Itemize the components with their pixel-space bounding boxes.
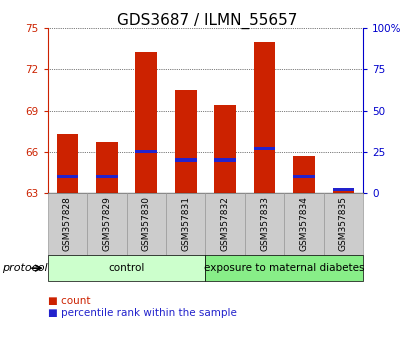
- Text: GSM357830: GSM357830: [142, 196, 151, 251]
- Bar: [254, 42, 276, 193]
- Text: protocol: protocol: [2, 263, 48, 273]
- Bar: [135, 150, 157, 153]
- Text: ■ percentile rank within the sample: ■ percentile rank within the sample: [48, 308, 237, 318]
- Bar: [332, 189, 354, 193]
- Text: GSM357833: GSM357833: [260, 196, 269, 251]
- Text: GSM357835: GSM357835: [339, 196, 348, 251]
- Bar: [96, 142, 118, 193]
- Bar: [175, 90, 197, 193]
- Bar: [56, 175, 78, 178]
- Bar: [175, 159, 197, 161]
- Text: GDS3687 / ILMN_55657: GDS3687 / ILMN_55657: [117, 12, 298, 29]
- Text: control: control: [108, 263, 145, 273]
- Text: GSM357834: GSM357834: [300, 196, 308, 251]
- Bar: [56, 134, 78, 193]
- Bar: [214, 159, 236, 161]
- Text: GSM357832: GSM357832: [221, 196, 229, 251]
- Bar: [96, 175, 118, 178]
- Bar: [293, 175, 315, 178]
- Bar: [254, 147, 276, 150]
- Text: GSM357831: GSM357831: [181, 196, 190, 251]
- Bar: [332, 188, 354, 191]
- Text: GSM357828: GSM357828: [63, 196, 72, 251]
- Bar: [293, 156, 315, 193]
- Text: exposure to maternal diabetes: exposure to maternal diabetes: [204, 263, 364, 273]
- Text: ■ count: ■ count: [48, 296, 90, 306]
- Bar: [135, 52, 157, 193]
- Bar: [214, 105, 236, 193]
- Text: GSM357829: GSM357829: [103, 196, 111, 251]
